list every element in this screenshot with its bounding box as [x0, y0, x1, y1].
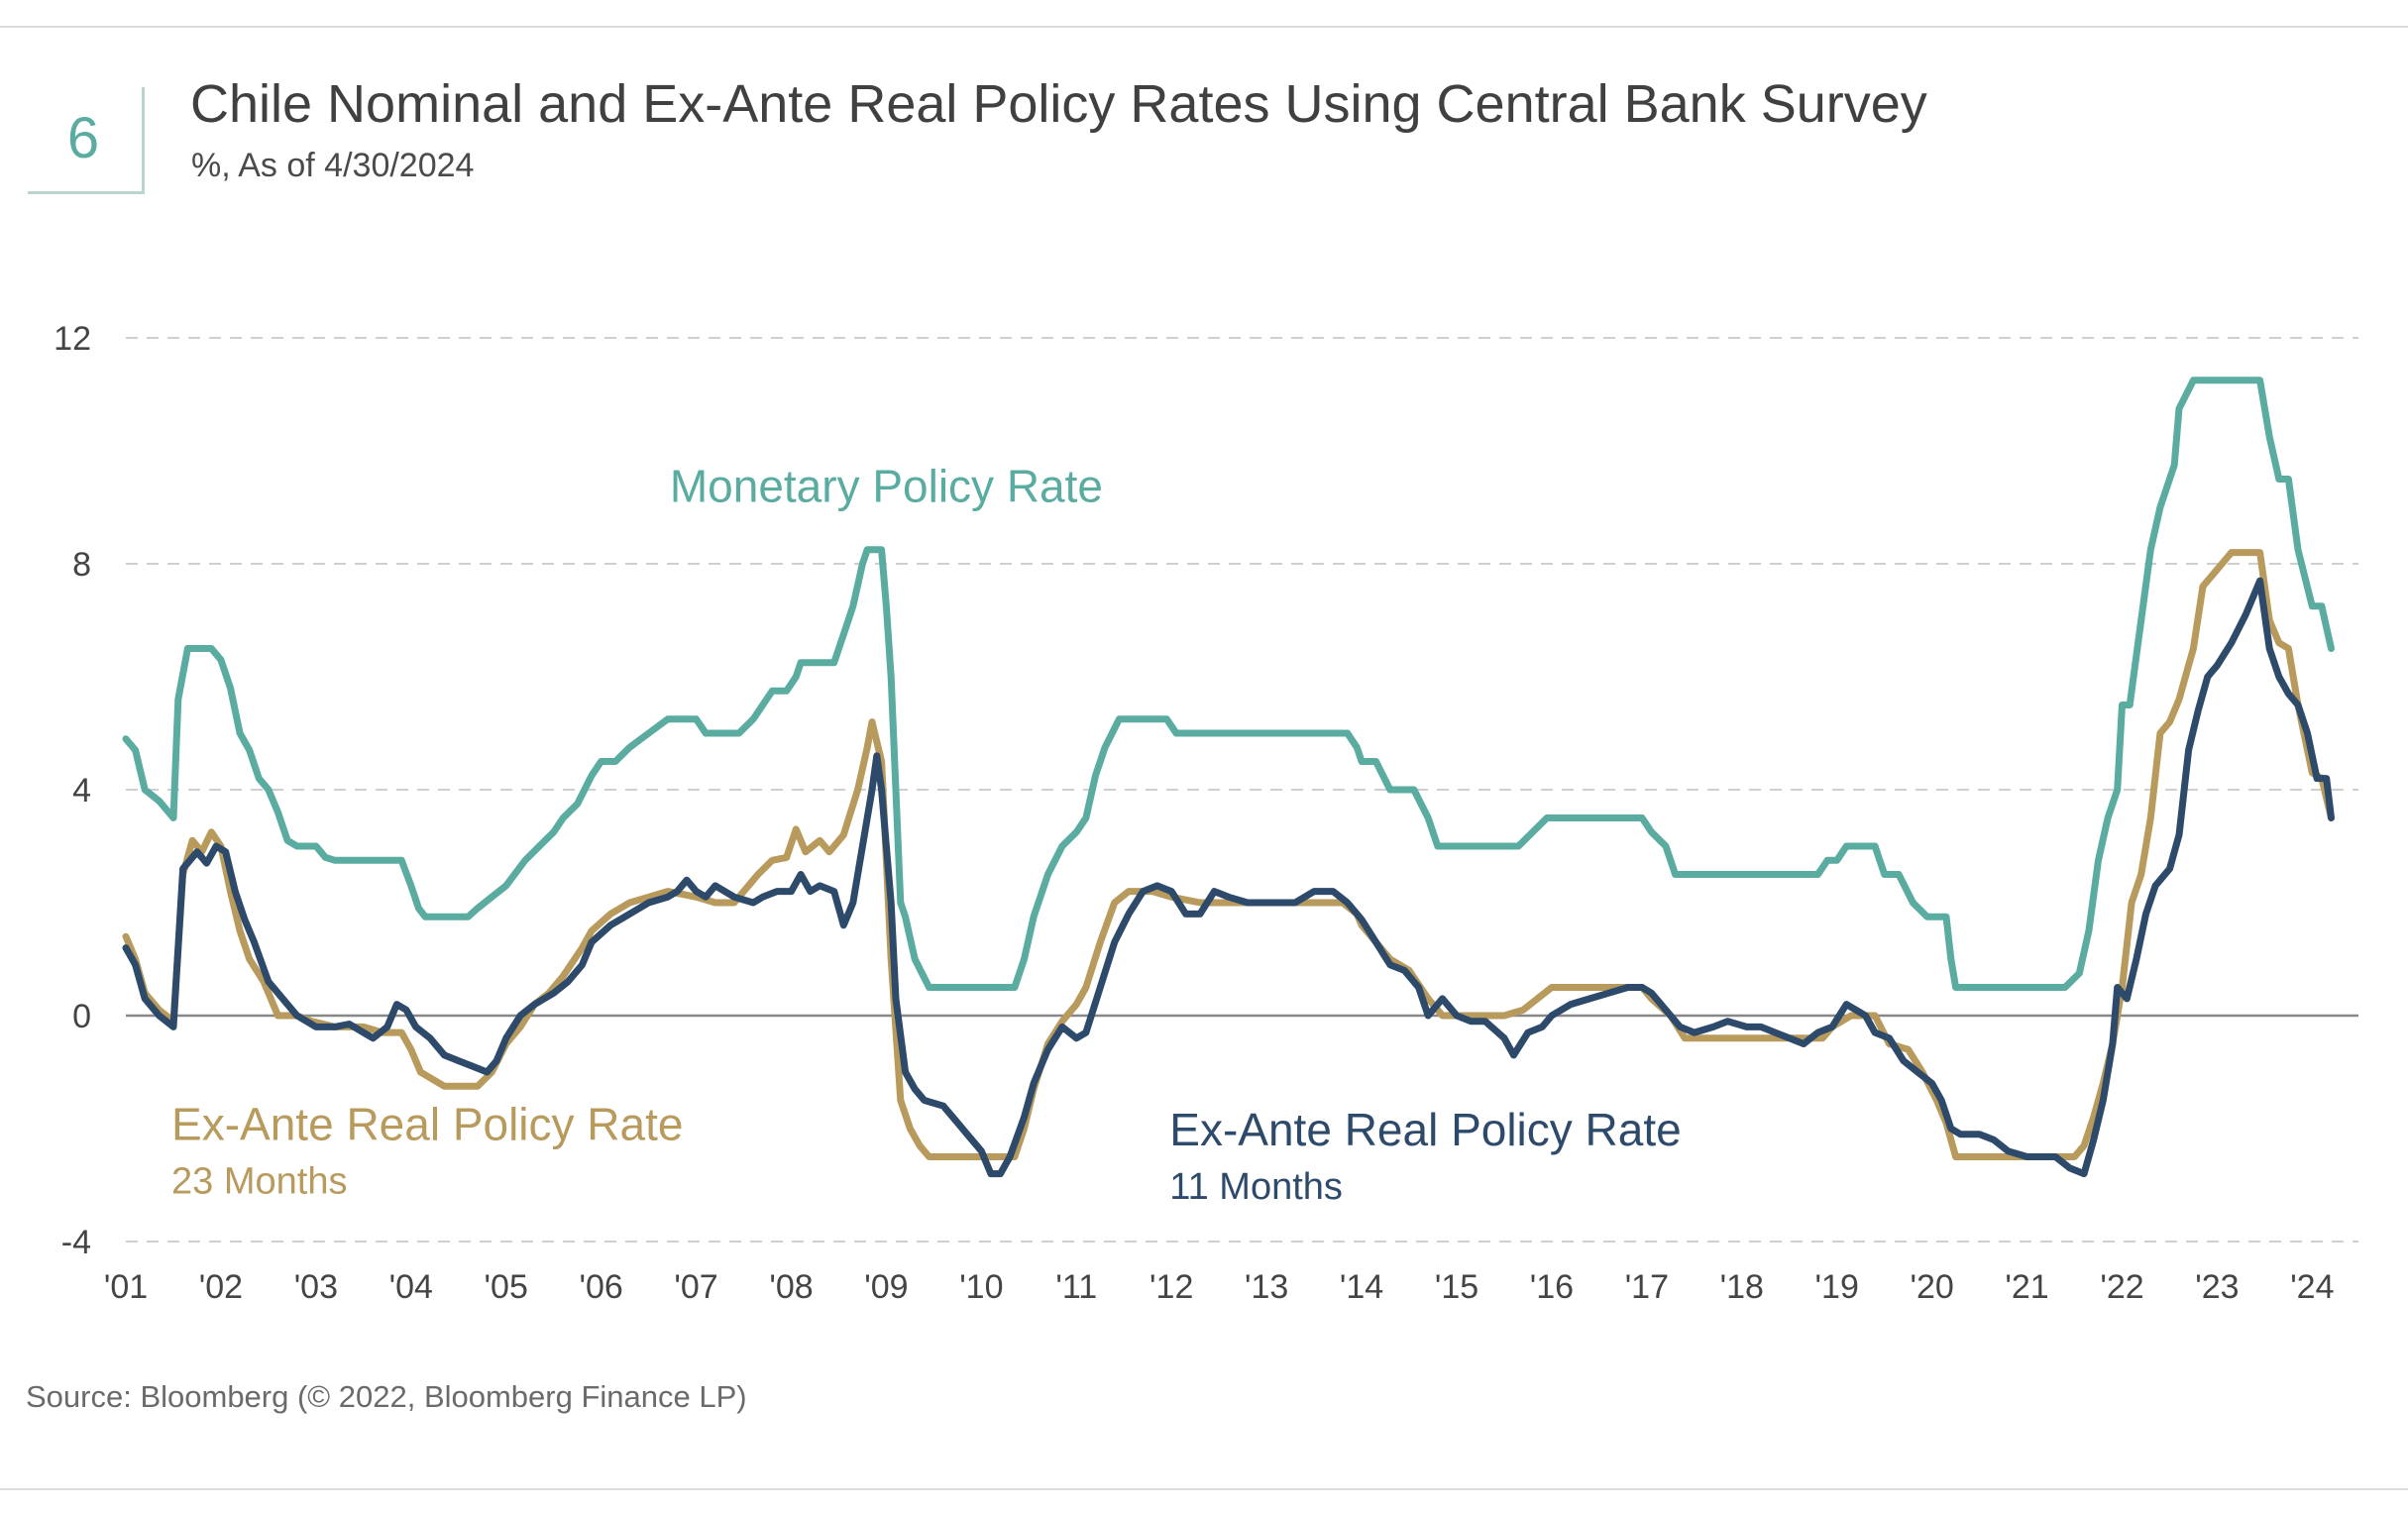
series-labels: Monetary Policy Rate Ex-Ante Real Policy …: [171, 460, 1682, 1208]
x-tick-label: '05: [485, 1268, 528, 1306]
series-line-3: [122, 577, 2335, 1178]
chart-subtitle: %, As of 4/30/2024: [191, 147, 475, 184]
x-tick-label: '22: [2100, 1268, 2143, 1306]
series-line-2: [122, 549, 2335, 1160]
x-tick-label: '02: [199, 1268, 243, 1306]
x-tick-label: '15: [1435, 1268, 1478, 1306]
figure-number-badge: 6: [28, 87, 145, 194]
series-label-3: Ex-Ante Real Policy Rate: [1169, 1104, 1681, 1155]
x-tick-label: '24: [2290, 1268, 2334, 1306]
grid-lines: [126, 337, 2358, 1243]
x-tick-label: '20: [1910, 1268, 1953, 1306]
x-tick-label: '11: [1055, 1268, 1097, 1306]
y-tick-label: 4: [72, 772, 91, 810]
y-axis-ticks: 12 8 4 0 -4: [54, 320, 91, 1261]
x-tick-label: '19: [1815, 1268, 1859, 1306]
chart-title: Chile Nominal and Ex-Ante Real Policy Ra…: [190, 74, 1927, 134]
x-tick-label: '04: [389, 1268, 433, 1306]
y-tick-label: 12: [54, 320, 91, 358]
series-sublabel-2: 23 Months: [171, 1160, 347, 1202]
series-line-1: [122, 377, 2335, 991]
x-tick-label: '14: [1340, 1268, 1383, 1306]
x-tick-label: '16: [1530, 1268, 1574, 1306]
x-tick-label: '21: [2005, 1268, 2048, 1306]
x-tick-label: '03: [294, 1268, 338, 1306]
source-note: Source: Bloomberg (© 2022, Bloomberg Fin…: [26, 1379, 747, 1414]
series-label-2: Ex-Ante Real Policy Rate: [171, 1098, 683, 1149]
x-tick-label: '23: [2195, 1268, 2239, 1306]
x-tick-label: '13: [1245, 1268, 1288, 1306]
x-tick-label: '10: [959, 1268, 1003, 1306]
y-tick-label: 8: [72, 546, 91, 584]
x-tick-label: '01: [104, 1268, 148, 1306]
x-tick-label: '07: [674, 1268, 717, 1306]
x-tick-label: '12: [1149, 1268, 1193, 1306]
series-label-1: Monetary Policy Rate: [670, 460, 1103, 511]
x-tick-label: '09: [864, 1268, 908, 1306]
x-tick-label: '18: [1720, 1268, 1764, 1306]
bottom-divider: [0, 1488, 2408, 1490]
x-axis-ticks: '01 '02 '03 '04 '05 '06 '07 '08 '09 '10 '11 '12 '13 '…: [104, 1268, 2335, 1306]
series-lines: [122, 377, 2335, 1178]
x-tick-label: '17: [1625, 1268, 1669, 1306]
series-sublabel-3: 11 Months: [1169, 1166, 1343, 1208]
top-divider: [0, 26, 2408, 28]
y-tick-label: -4: [61, 1224, 91, 1261]
x-tick-label: '08: [769, 1268, 813, 1306]
x-tick-label: '06: [579, 1268, 622, 1306]
figure-number: 6: [66, 106, 100, 170]
y-tick-label: 0: [72, 998, 91, 1035]
